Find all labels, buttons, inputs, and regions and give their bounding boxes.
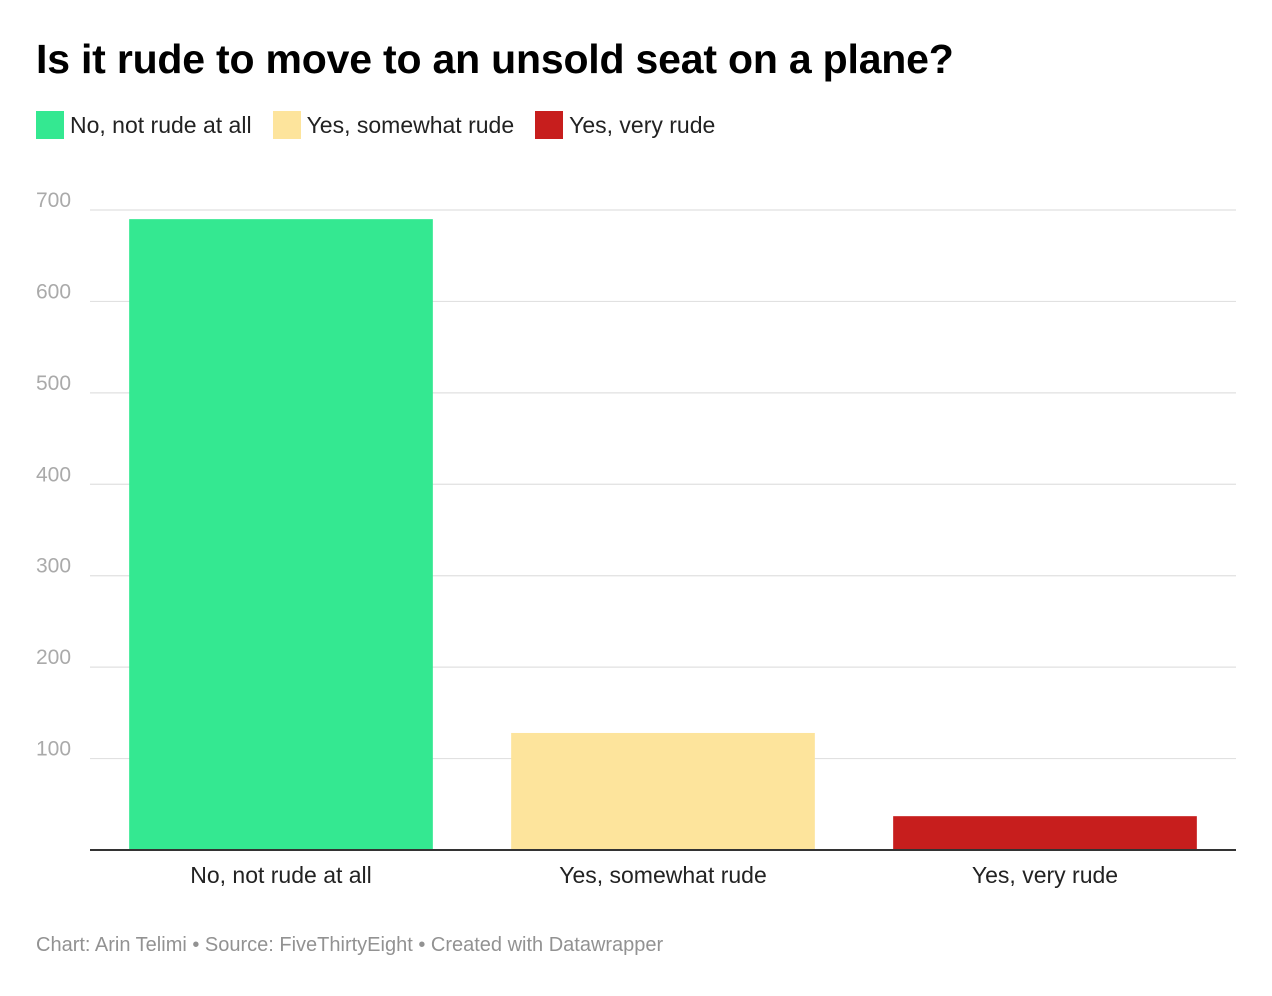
- y-tick-label-300: 300: [36, 555, 71, 578]
- y-tick-label-700: 700: [36, 189, 71, 212]
- x-axis-labels: No, not rude at all Yes, somewhat rude Yes…: [190, 862, 1118, 888]
- bars: [129, 219, 1197, 851]
- y-tick-label-200: 200: [36, 646, 71, 669]
- legend-label-very-rude: Yes, very rude: [569, 111, 716, 138]
- x-tick-label-3: Yes, very rude: [972, 862, 1118, 888]
- y-tick-label-600: 600: [36, 280, 71, 303]
- y-tick-label-100: 100: [36, 738, 71, 761]
- bar-3: [893, 816, 1197, 850]
- bar-2: [511, 732, 815, 850]
- bar-1: [129, 219, 433, 851]
- x-tick-label-2: Yes, somewhat rude: [559, 862, 767, 888]
- x-tick-label-1: No, not rude at all: [190, 862, 372, 888]
- legend-swatch-not-rude: [36, 111, 64, 139]
- y-tick-label-500: 500: [36, 372, 71, 395]
- legend-item-not-rude: No, not rude at all: [36, 111, 252, 139]
- chart-credit: Chart: Arin Telimi • Source: FiveThirtyE…: [36, 934, 664, 956]
- y-tick-label-400: 400: [36, 463, 71, 486]
- legend-item-somewhat-rude: Yes, somewhat rude: [272, 111, 515, 139]
- legend-swatch-somewhat-rude: [272, 111, 301, 139]
- y-axis-ticks: 100 200 300 400 500 600 700: [36, 189, 71, 761]
- bar-chart: 100 200 300 400 500 600 700 No, not rude at al…: [36, 189, 1236, 888]
- legend-item-very-rude: Yes, very rude: [535, 111, 715, 139]
- chart-title: Is it rude to move to an unsold seat on …: [36, 36, 954, 82]
- legend-swatch-very-rude: [535, 111, 564, 139]
- legend-label-not-rude: No, not rude at all: [70, 111, 252, 138]
- legend-label-somewhat-rude: Yes, somewhat rude: [306, 111, 515, 138]
- chart-legend: No, not rude at all Yes, somewhat rude Y…: [36, 110, 736, 140]
